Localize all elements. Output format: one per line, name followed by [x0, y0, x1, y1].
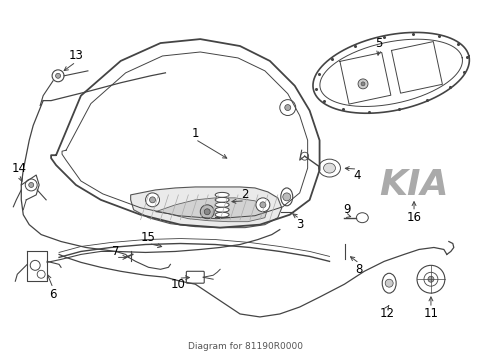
- Circle shape: [361, 82, 365, 86]
- Text: 8: 8: [356, 263, 363, 276]
- Text: 11: 11: [423, 307, 439, 320]
- Polygon shape: [131, 187, 282, 228]
- Circle shape: [301, 152, 309, 160]
- Ellipse shape: [215, 197, 229, 202]
- Text: 12: 12: [380, 307, 394, 320]
- Text: 1: 1: [192, 127, 199, 140]
- Circle shape: [256, 198, 270, 212]
- Text: 7: 7: [112, 245, 120, 258]
- Text: 13: 13: [69, 49, 83, 63]
- Text: 9: 9: [343, 203, 351, 216]
- Text: 14: 14: [12, 162, 27, 175]
- Ellipse shape: [215, 212, 229, 217]
- Circle shape: [283, 193, 291, 201]
- Text: 3: 3: [296, 218, 303, 231]
- Circle shape: [52, 70, 64, 82]
- Ellipse shape: [215, 202, 229, 207]
- Text: Diagram for 81190R0000: Diagram for 81190R0000: [188, 342, 302, 351]
- Text: 4: 4: [354, 168, 361, 181]
- Ellipse shape: [215, 207, 229, 212]
- Ellipse shape: [323, 163, 336, 173]
- Circle shape: [55, 73, 61, 78]
- Ellipse shape: [356, 213, 368, 223]
- Polygon shape: [155, 198, 268, 222]
- FancyBboxPatch shape: [186, 271, 204, 283]
- Ellipse shape: [318, 159, 341, 177]
- Text: 10: 10: [171, 278, 186, 291]
- Ellipse shape: [215, 192, 229, 197]
- Circle shape: [285, 105, 291, 111]
- Circle shape: [428, 276, 434, 282]
- Circle shape: [280, 100, 295, 116]
- Text: 2: 2: [241, 188, 249, 201]
- Circle shape: [146, 193, 159, 207]
- Text: 16: 16: [407, 211, 421, 224]
- Ellipse shape: [382, 273, 396, 293]
- Text: KIA: KIA: [379, 168, 449, 202]
- Text: 15: 15: [141, 231, 156, 244]
- Circle shape: [358, 79, 368, 89]
- Circle shape: [204, 209, 210, 215]
- Circle shape: [385, 279, 393, 287]
- Text: 6: 6: [49, 288, 57, 301]
- Text: 5: 5: [375, 37, 383, 50]
- Ellipse shape: [281, 188, 293, 206]
- Circle shape: [260, 202, 266, 208]
- Circle shape: [417, 265, 445, 293]
- Circle shape: [37, 270, 45, 278]
- Circle shape: [200, 205, 214, 219]
- Circle shape: [25, 179, 37, 191]
- Circle shape: [30, 260, 40, 270]
- Circle shape: [29, 183, 34, 188]
- Circle shape: [424, 272, 438, 286]
- Circle shape: [149, 197, 155, 203]
